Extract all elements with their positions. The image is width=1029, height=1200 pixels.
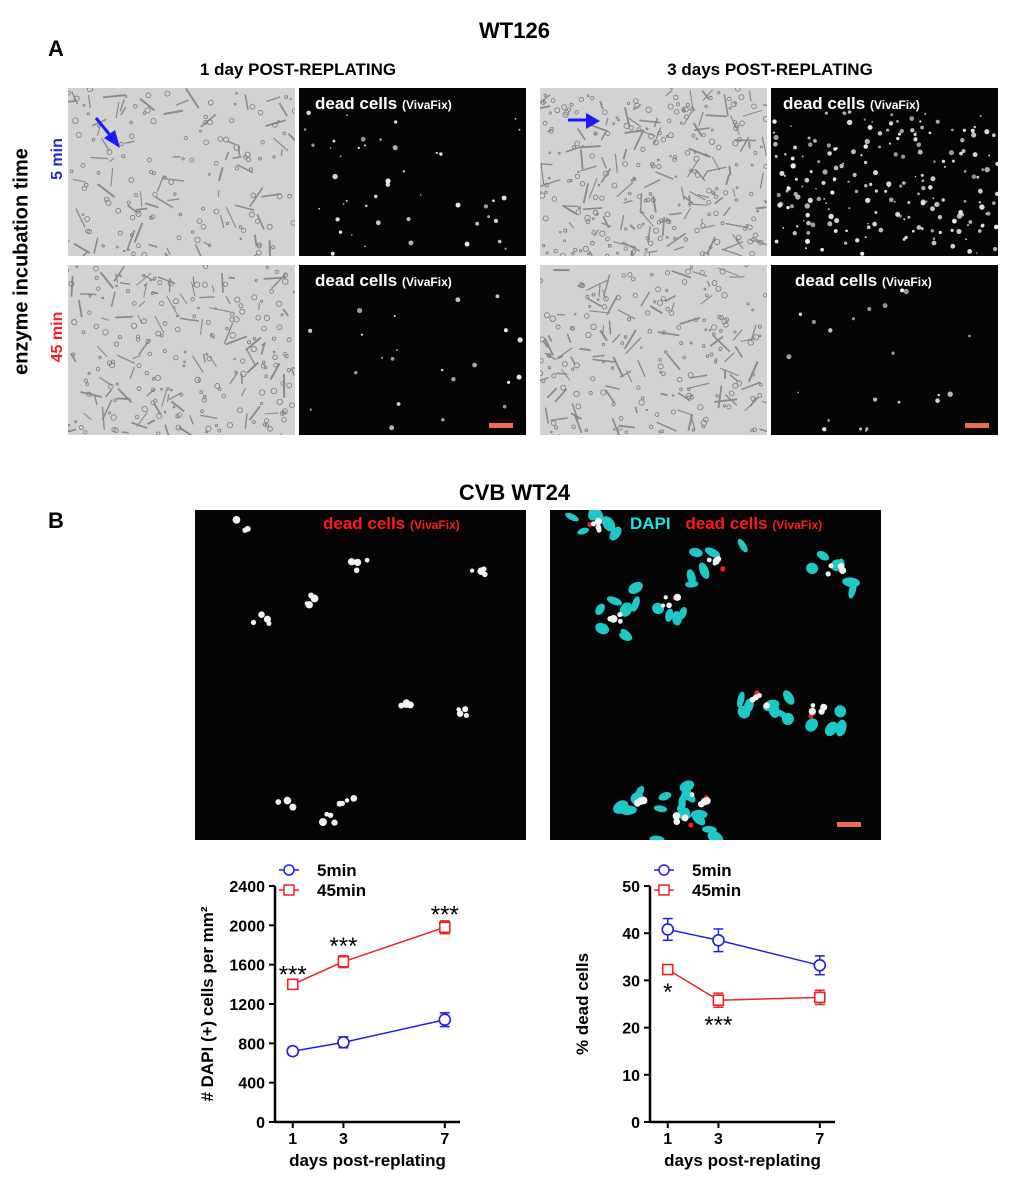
legend-label: 5min [692, 861, 732, 880]
micrograph-texture [68, 265, 295, 435]
data-point-5min [286, 1044, 300, 1058]
y-tick-label: 2400 [229, 879, 265, 896]
data-point-5min [337, 1036, 350, 1049]
significance-annotation: * [663, 979, 672, 1006]
data-point-5min [712, 933, 725, 947]
image-label: dead cells (VivaFix) [783, 94, 920, 113]
x-axis-label: days post-replating [664, 1151, 821, 1170]
col2-title: 3 days POST-REPLATING [667, 60, 873, 79]
chart-dapi-cells-svg: 0 400 800 1200 1600 2000 2400 1 3 7 days post-repl… [198, 861, 460, 1170]
brightfield-image-1day-5min [68, 88, 295, 256]
vivafix-image-cvb: dead cells (VivaFix) [195, 510, 526, 840]
micrograph-texture [232, 515, 488, 827]
blue-arrow-icon [568, 113, 600, 129]
y-axis-label: enzyme incubation time [10, 148, 33, 375]
row-label-group: enzyme incubation time 5 min 45 min [2, 110, 67, 410]
vivafix-image-3days-5min: dead cells (VivaFix) [771, 88, 998, 256]
legend-marker [658, 864, 670, 876]
brightfield-image-3days-5min [540, 88, 767, 256]
micrograph-texture [540, 265, 767, 435]
series-line-45min [667, 968, 820, 1001]
x-tick-label: 7 [815, 1131, 824, 1148]
data-point-5min [661, 923, 675, 936]
vivafix-image-3days-45min: dead cells (VivaFix) [771, 265, 998, 435]
chart-percent-dead: 0 10 20 30 40 50 1 3 7 days post-replating % dead … [570, 850, 870, 1180]
row2-label: 45 min [49, 311, 66, 363]
x-tick-label: 7 [440, 1131, 449, 1148]
y-tick-label: 0 [256, 1115, 265, 1132]
y-tick-label: 800 [238, 1036, 265, 1053]
chart-dapi-cells: 0 400 800 1200 1600 2000 2400 1 3 7 days post-repl… [195, 850, 495, 1180]
image-label: dead cells (VivaFix) [315, 271, 452, 290]
data-point-45min [712, 994, 725, 1007]
significance-annotation: *** [329, 933, 357, 960]
image-label: dead cells (VivaFix) [315, 94, 452, 113]
x-tick-label: 1 [663, 1131, 672, 1148]
y-tick-label: 10 [622, 1068, 640, 1085]
y-axis-label: % dead cells [573, 953, 592, 1055]
legend-marker [283, 864, 295, 876]
data-point-45min [438, 921, 451, 934]
data-point-45min [813, 991, 826, 1004]
panel-a-title: WT126 [479, 18, 550, 43]
merged-dapi-vivafix-image: DAPI dead cells (VivaFix) [550, 510, 881, 840]
data-point-45min [661, 963, 674, 976]
legend-label: 45min [692, 881, 741, 900]
x-tick-label: 1 [288, 1131, 297, 1148]
y-axis-label: # DAPI (+) cells per mm² [198, 906, 217, 1101]
data-point-45min [286, 978, 299, 991]
y-tick-label: 40 [622, 926, 640, 943]
data-point-5min [813, 958, 827, 972]
image-label: dead cells (VivaFix) [323, 514, 460, 533]
legend-label: 45min [317, 881, 366, 900]
series-line-45min [292, 926, 446, 986]
y-tick-label: 50 [622, 879, 640, 896]
legend-marker [283, 884, 295, 896]
significance-annotation: *** [279, 962, 307, 989]
data-point-45min [337, 955, 350, 968]
micrograph-texture [308, 294, 523, 431]
micrograph-texture [303, 110, 521, 256]
vivafix-image-1day-45min: dead cells (VivaFix) [299, 265, 526, 435]
series-line-5min [292, 1019, 445, 1052]
y-tick-label: 2000 [229, 918, 265, 935]
y-tick-label: 0 [631, 1115, 640, 1132]
data-point-5min [438, 1013, 452, 1027]
significance-annotation: *** [704, 1012, 732, 1039]
y-tick-label: 30 [622, 973, 640, 990]
image-label: dead cells (VivaFix) [795, 271, 932, 290]
image-label: DAPI dead cells (VivaFix) [630, 514, 823, 533]
legend-marker [658, 884, 670, 896]
blue-arrow-icon [94, 117, 120, 148]
panel-a-letter: A [48, 36, 64, 61]
scale-bar [965, 423, 989, 428]
series-line-5min [667, 928, 820, 967]
legend-label: 5min [317, 861, 357, 880]
micrograph-texture [540, 88, 767, 256]
y-tick-label: 1600 [229, 958, 265, 975]
scale-bar [489, 423, 513, 428]
micrograph-texture [772, 110, 998, 256]
x-tick-label: 3 [339, 1131, 348, 1148]
micrograph-texture [565, 510, 860, 840]
panel-b-title: CVB WT24 [458, 480, 571, 505]
x-tick-label: 3 [714, 1131, 723, 1148]
brightfield-image-3days-45min [540, 265, 767, 435]
vivafix-image-1day-5min: dead cells (VivaFix) [299, 88, 526, 256]
y-tick-label: 1200 [229, 997, 265, 1014]
brightfield-image-1day-45min [68, 265, 295, 435]
col1-title: 1 day POST-REPLATING [199, 60, 397, 79]
x-axis-label: days post-replating [289, 1151, 446, 1170]
y-tick-label: 400 [238, 1076, 265, 1093]
micrograph-texture [68, 88, 295, 256]
y-tick-label: 20 [622, 1021, 640, 1038]
chart-percent-dead-svg: 0 10 20 30 40 50 1 3 7 days post-replating % dead … [573, 861, 835, 1170]
scale-bar [837, 822, 861, 827]
panel-b-letter: B [48, 508, 64, 533]
micrograph-texture [786, 288, 971, 432]
significance-annotation: *** [431, 902, 459, 929]
row1-label: 5 min [49, 138, 66, 180]
